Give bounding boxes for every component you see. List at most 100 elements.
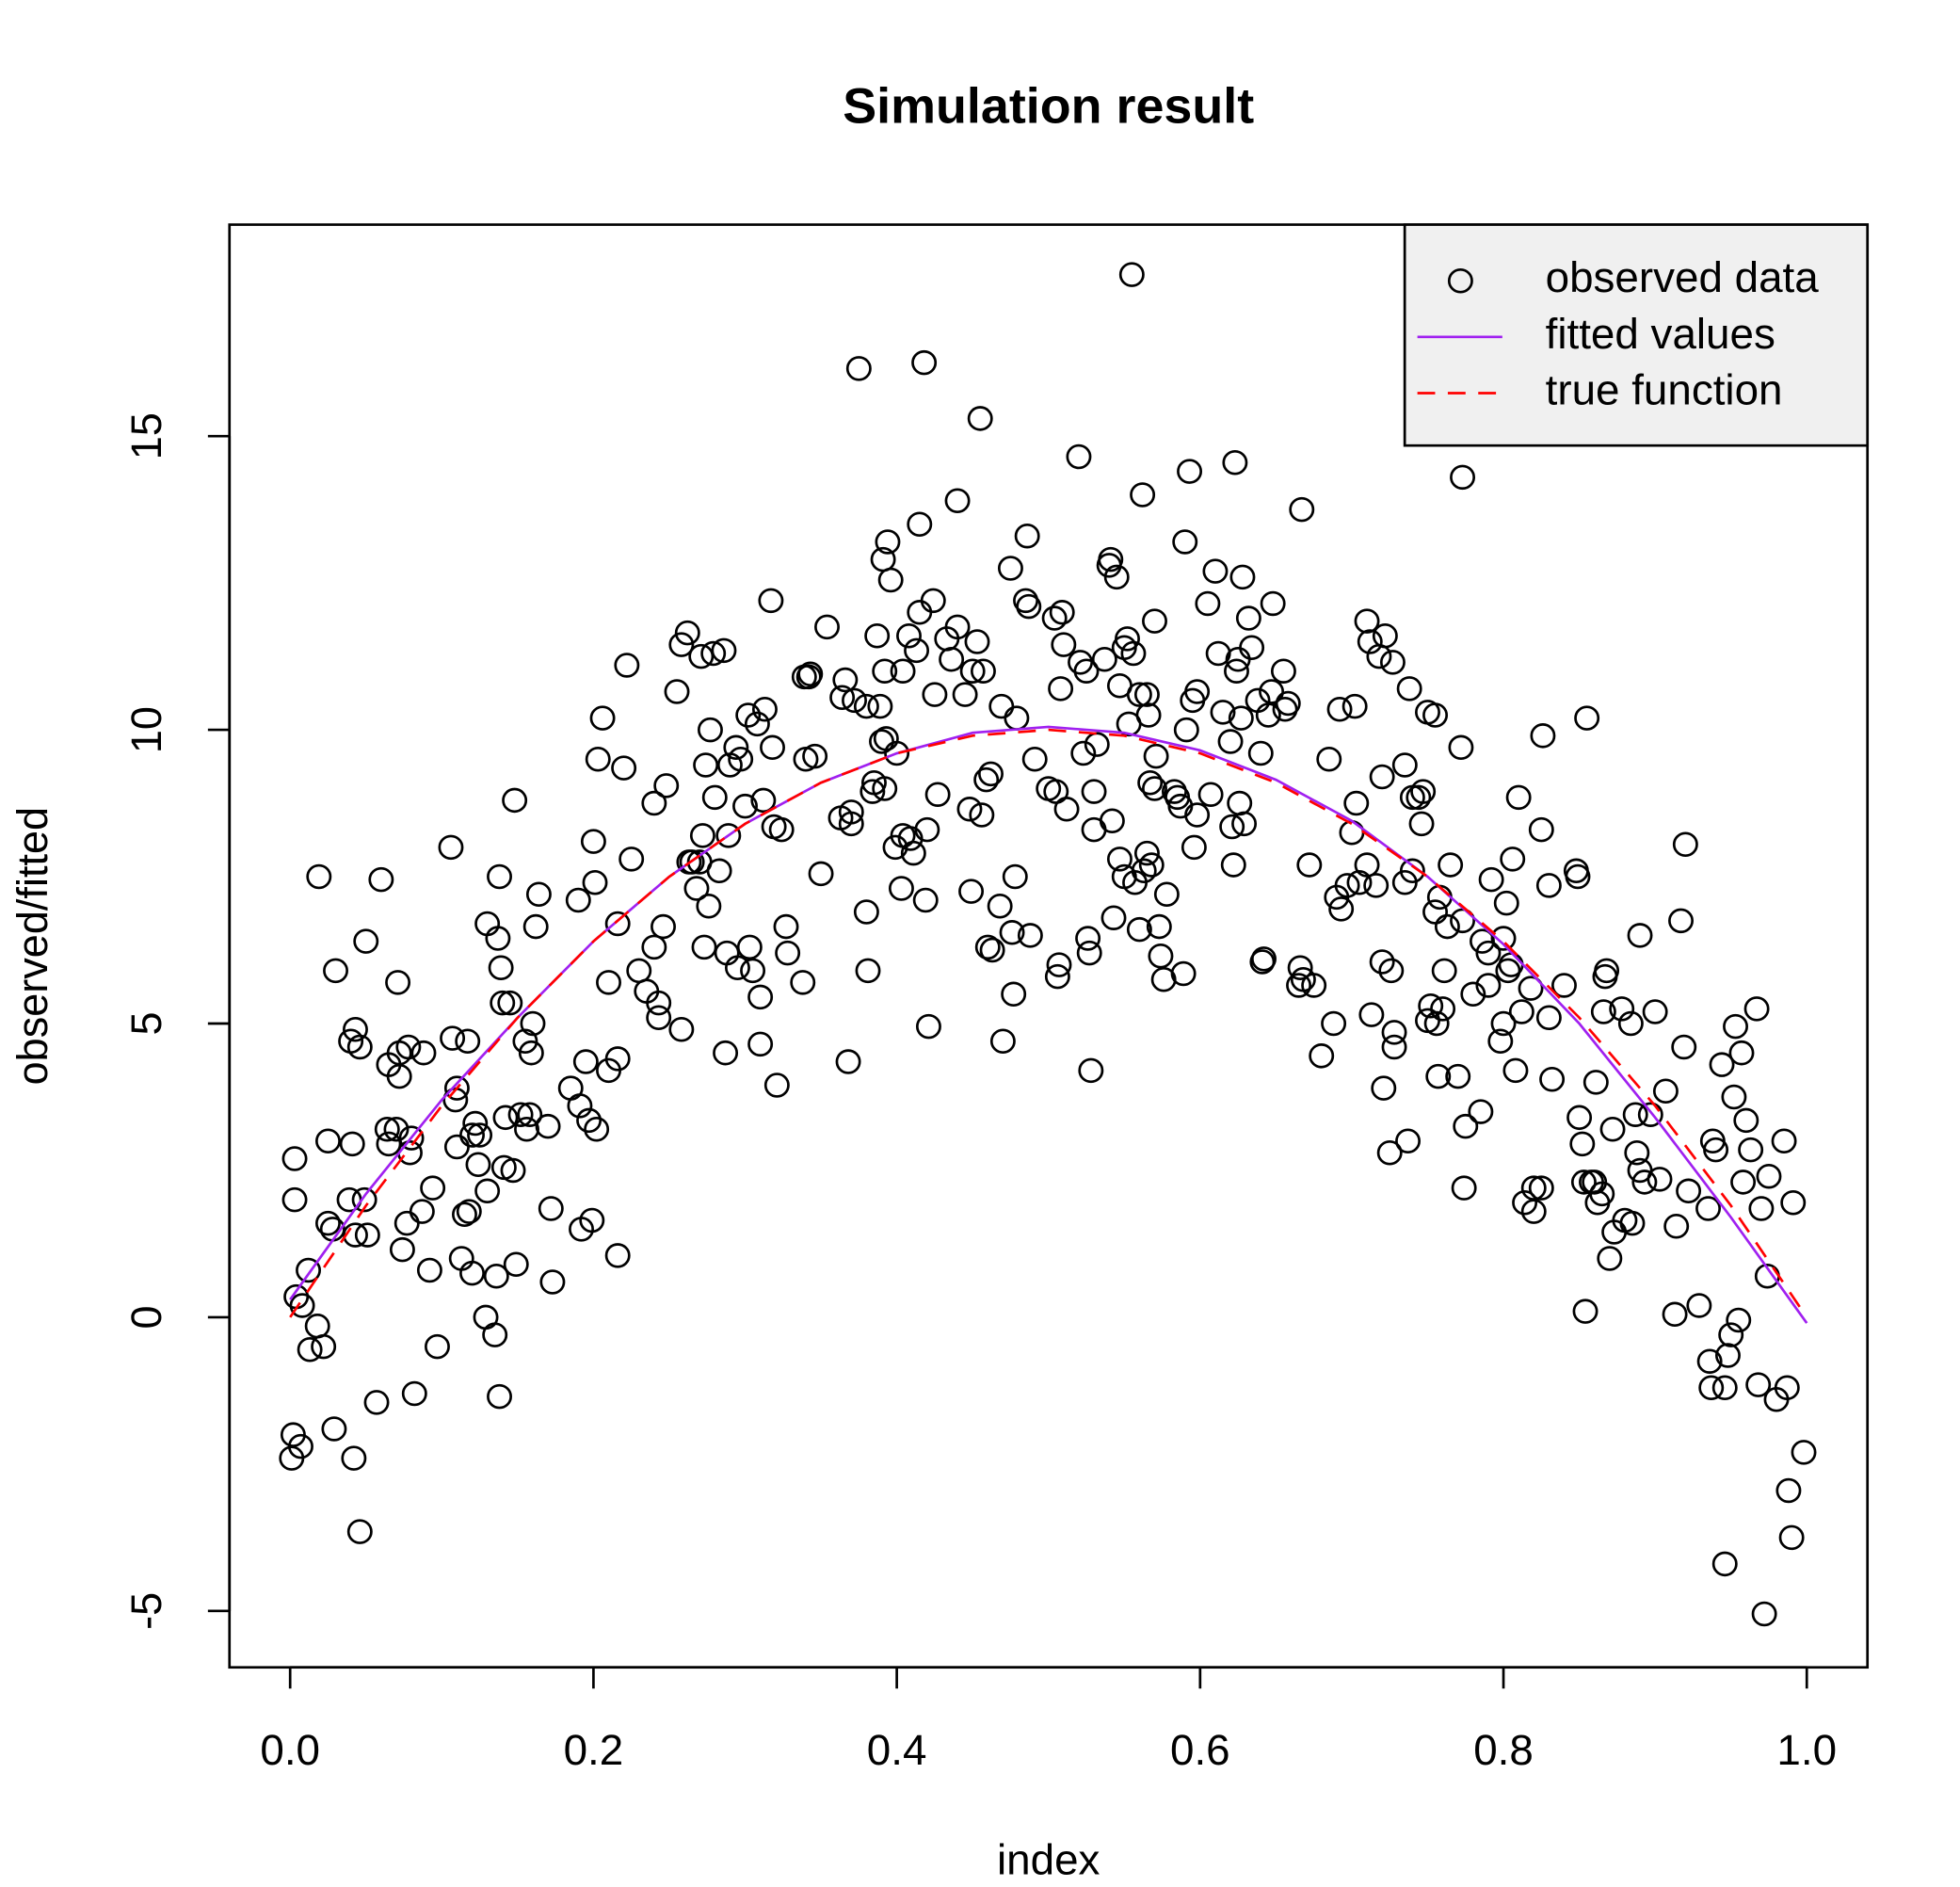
- point: [1460, 981, 1486, 1008]
- legend-label: true function: [1546, 366, 1783, 414]
- point: [1771, 1128, 1797, 1154]
- point: [838, 799, 864, 825]
- chart-title: Simulation result: [843, 79, 1254, 135]
- point: [1247, 740, 1274, 766]
- point: [1478, 866, 1504, 893]
- point: [1172, 529, 1198, 555]
- point: [641, 790, 667, 816]
- point: [1453, 1113, 1479, 1139]
- point: [1431, 958, 1457, 984]
- point: [989, 1028, 1016, 1054]
- point: [773, 913, 799, 940]
- point: [1487, 1028, 1514, 1054]
- point: [522, 913, 549, 940]
- point: [604, 911, 631, 937]
- point: [735, 702, 762, 728]
- point: [999, 920, 1025, 945]
- point: [487, 863, 512, 890]
- point: [888, 876, 914, 901]
- point: [354, 1222, 380, 1248]
- point: [1745, 1372, 1772, 1397]
- point: [700, 640, 727, 667]
- point: [401, 1380, 427, 1407]
- point: [1726, 1307, 1752, 1333]
- point: [1590, 999, 1616, 1024]
- point: [1715, 1343, 1741, 1368]
- point: [1597, 1246, 1623, 1271]
- point: [1014, 523, 1040, 549]
- y-tick-label: 5: [122, 1011, 170, 1035]
- point: [451, 1202, 477, 1228]
- point: [845, 356, 872, 381]
- point: [1637, 1102, 1663, 1127]
- point: [1120, 640, 1147, 667]
- point: [1076, 940, 1102, 966]
- point: [1130, 482, 1156, 508]
- point: [1652, 1078, 1679, 1104]
- point: [1711, 1551, 1738, 1577]
- point: [576, 1107, 602, 1134]
- y-tick-label: -5: [122, 1592, 170, 1630]
- point: [706, 858, 732, 884]
- point: [1703, 1137, 1729, 1163]
- point: [790, 970, 816, 995]
- point: [1450, 908, 1476, 934]
- point: [459, 1260, 485, 1286]
- point: [944, 488, 971, 514]
- point: [1475, 940, 1502, 966]
- point: [1379, 650, 1406, 675]
- point: [958, 879, 985, 904]
- point: [1422, 702, 1449, 728]
- point: [907, 511, 933, 537]
- point: [1565, 863, 1591, 890]
- point: [768, 816, 795, 843]
- point: [410, 1040, 437, 1066]
- point: [973, 766, 1000, 793]
- point: [967, 406, 993, 431]
- point: [1053, 797, 1080, 822]
- point: [1239, 635, 1265, 660]
- point: [763, 1073, 790, 1098]
- point: [911, 349, 938, 376]
- point: [715, 823, 742, 848]
- point: [964, 629, 990, 654]
- point: [683, 876, 710, 901]
- point: [1372, 623, 1398, 649]
- point: [614, 653, 640, 678]
- point: [974, 934, 1001, 960]
- point: [1748, 1196, 1775, 1221]
- point: [1528, 816, 1554, 843]
- point: [1354, 852, 1380, 878]
- point: [956, 797, 983, 822]
- point: [525, 881, 552, 908]
- point: [1425, 1063, 1452, 1089]
- point: [368, 866, 394, 893]
- point: [1774, 1375, 1800, 1401]
- point: [425, 1333, 450, 1360]
- point: [1202, 558, 1229, 584]
- point: [1099, 808, 1125, 834]
- point: [1251, 946, 1277, 972]
- point: [1438, 852, 1464, 878]
- legend-label: fitted values: [1546, 310, 1775, 358]
- point: [693, 752, 719, 778]
- point: [723, 734, 749, 761]
- point: [959, 658, 986, 684]
- point: [1021, 747, 1048, 772]
- point: [1619, 1210, 1646, 1236]
- point: [1228, 705, 1254, 731]
- point: [1566, 1105, 1593, 1131]
- point: [920, 588, 946, 614]
- point: [641, 934, 667, 960]
- point: [492, 1105, 519, 1131]
- point: [1778, 1524, 1805, 1551]
- point: [939, 646, 965, 672]
- point: [485, 926, 511, 951]
- point: [582, 870, 608, 895]
- point: [1091, 646, 1117, 672]
- point: [383, 1117, 410, 1142]
- point: [1334, 873, 1360, 898]
- point: [1698, 1375, 1725, 1401]
- point: [281, 1146, 308, 1171]
- point: [1599, 1117, 1626, 1142]
